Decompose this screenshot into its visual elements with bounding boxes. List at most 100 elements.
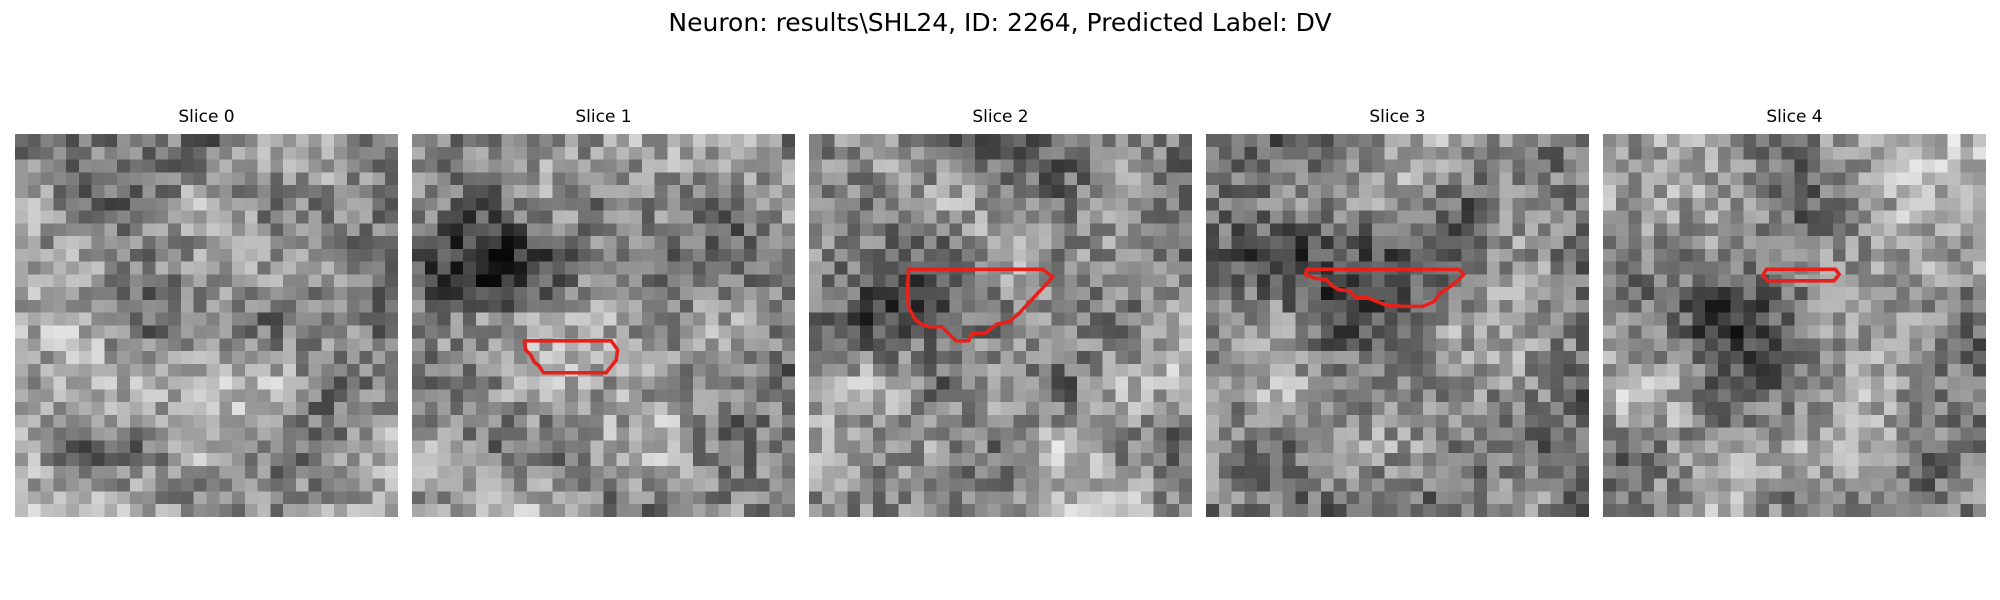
image-pixel [949,376,963,390]
image-pixel [40,402,54,416]
image-pixel [1832,363,1846,377]
image-pixel [949,274,963,288]
image-pixel [1077,491,1091,505]
image-pixel [1089,299,1103,313]
image-pixel [629,287,643,301]
image-pixel [501,402,515,416]
image-pixel [155,274,169,288]
image-pixel [1346,299,1360,313]
image-pixel [1666,504,1680,517]
image-pixel [1563,197,1577,211]
image-pixel [1603,465,1617,479]
image-pixel [1051,491,1065,505]
image-pixel [232,287,246,301]
image-pixel [962,236,976,250]
image-pixel [1486,351,1500,365]
image-pixel [1934,414,1948,428]
image-pixel [641,389,655,403]
image-pixel [1486,274,1500,288]
image-pixel [257,414,271,428]
image-pixel [1026,414,1040,428]
image-pixel [949,197,963,211]
image-pixel [1666,491,1680,505]
image-pixel [1871,338,1885,352]
image-pixel [475,325,489,339]
image-pixel [898,478,912,492]
image-pixel [412,338,426,352]
image-pixel [66,389,80,403]
image-pixel [987,402,1001,416]
image-pixel [809,351,823,365]
image-pixel [450,197,464,211]
image-pixel [1537,134,1551,148]
image-pixel [743,299,757,313]
image-pixel [692,223,706,237]
image-pixel [821,376,835,390]
image-pixel [1730,261,1744,275]
image-pixel [475,363,489,377]
image-pixel [1013,389,1027,403]
image-pixel [1679,223,1693,237]
image-pixel [308,185,322,199]
image-pixel [782,376,795,390]
image-pixel [1257,287,1271,301]
image-pixel [1947,338,1961,352]
image-pixel [514,159,528,173]
image-pixel [1934,197,1948,211]
image-pixel [577,223,591,237]
image-pixel [1525,402,1539,416]
image-pixel [475,134,489,148]
image-pixel [1628,312,1642,326]
image-pixel [1871,491,1885,505]
image-pixel [1089,236,1103,250]
image-pixel [1512,210,1526,224]
image-pixel [821,146,835,160]
image-pixel [40,312,54,326]
image-pixel [488,414,502,428]
image-pixel [129,159,143,173]
image-pixel [1013,287,1027,301]
image-pixel [1550,299,1564,313]
image-pixel [1371,440,1385,454]
image-pixel [1320,363,1334,377]
image-pixel [809,185,823,199]
image-pixel [1794,338,1808,352]
image-pixel [155,299,169,313]
image-pixel [885,427,899,441]
image-pixel [629,172,643,186]
image-pixel [257,172,271,186]
image-pixel [1628,363,1642,377]
image-pixel [501,325,515,339]
image-pixel [1257,274,1271,288]
image-pixel [1832,351,1846,365]
image-pixel [501,465,515,479]
image-pixel [437,351,451,365]
image-pixel [1371,287,1385,301]
image-pixel [1320,491,1334,505]
image-pixel [911,338,925,352]
image-pixel [1038,427,1052,441]
image-pixel [168,210,182,224]
image-pixel [756,504,770,517]
image-pixel [1295,134,1309,148]
image-pixel [1603,287,1617,301]
image-pixel [1435,299,1449,313]
image-pixel [1474,274,1488,288]
image-pixel [936,287,950,301]
image-pixel [1140,491,1154,505]
image-pixel [40,146,54,160]
image-pixel [53,478,67,492]
image-pixel [809,504,823,517]
image-pixel [308,478,322,492]
image-pixel [206,389,220,403]
image-pixel [437,248,451,262]
image-pixel [385,363,398,377]
image-pixel [911,248,925,262]
image-pixel [1768,376,1782,390]
image-pixel [1038,491,1052,505]
image-pixel [40,363,54,377]
image-pixel [949,248,963,262]
image-pixel [321,325,335,339]
image-pixel [1397,453,1411,467]
image-pixel [590,351,604,365]
